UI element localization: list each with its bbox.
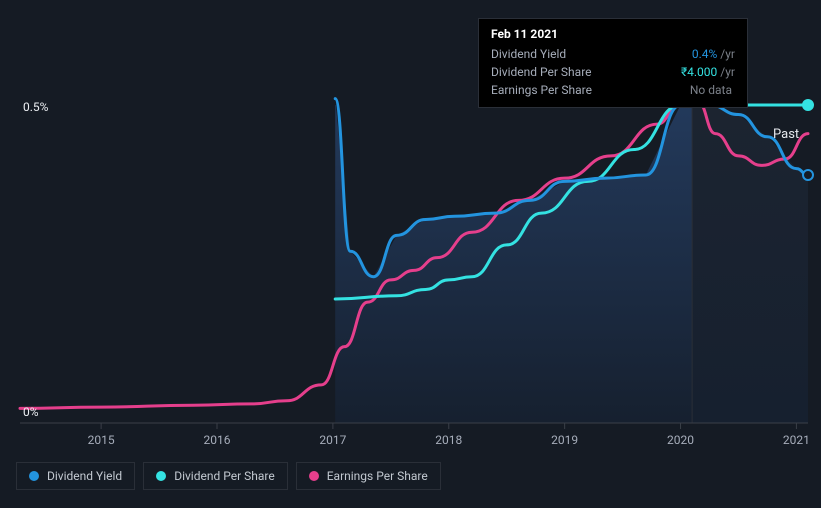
tooltip-value: 0.4%/yr — [692, 45, 735, 63]
y-axis-label-min: 0% — [23, 405, 39, 419]
tooltip-row-dps: Dividend Per Share ₹4.000/yr — [491, 63, 735, 81]
x-axis-label: 2018 — [435, 433, 462, 447]
legend-label: Dividend Per Share — [174, 469, 275, 483]
x-axis-label: 2019 — [551, 433, 578, 447]
x-axis-label: 2017 — [319, 433, 346, 447]
legend-label: Dividend Yield — [47, 469, 122, 483]
tooltip-label: Earnings Per Share — [491, 81, 592, 99]
chart-tooltip: Feb 11 2021 Dividend Yield 0.4%/yr Divid… — [478, 18, 748, 108]
x-axis-label: 2016 — [204, 433, 231, 447]
series-end-marker — [802, 99, 814, 111]
chart-legend: Dividend Yield Dividend Per Share Earnin… — [16, 462, 441, 490]
y-axis-label-max: 0.5% — [23, 100, 48, 114]
tooltip-date: Feb 11 2021 — [491, 27, 735, 41]
series-end-marker — [802, 169, 814, 181]
tooltip-value: ₹4.000/yr — [681, 63, 735, 81]
tooltip-value: No data — [690, 81, 735, 99]
tooltip-label: Dividend Per Share — [491, 63, 592, 81]
legend-dot-icon — [156, 471, 166, 481]
tooltip-label: Dividend Yield — [491, 45, 566, 63]
x-axis-label: 2021 — [783, 433, 810, 447]
x-axis-label: 2020 — [667, 433, 694, 447]
legend-item-eps[interactable]: Earnings Per Share — [296, 462, 441, 490]
legend-item-dps[interactable]: Dividend Per Share — [143, 462, 288, 490]
chart-container: 0.5% 0% Past Feb 11 2021 Dividend Yield … — [0, 0, 821, 508]
legend-dot-icon — [29, 471, 39, 481]
x-axis-label: 2015 — [88, 433, 115, 447]
legend-item-yield[interactable]: Dividend Yield — [16, 462, 135, 490]
tooltip-row-yield: Dividend Yield 0.4%/yr — [491, 45, 735, 63]
tooltip-row-eps: Earnings Per Share No data — [491, 81, 735, 99]
legend-label: Earnings Per Share — [327, 469, 428, 483]
past-label: Past — [773, 127, 799, 142]
legend-dot-icon — [309, 471, 319, 481]
